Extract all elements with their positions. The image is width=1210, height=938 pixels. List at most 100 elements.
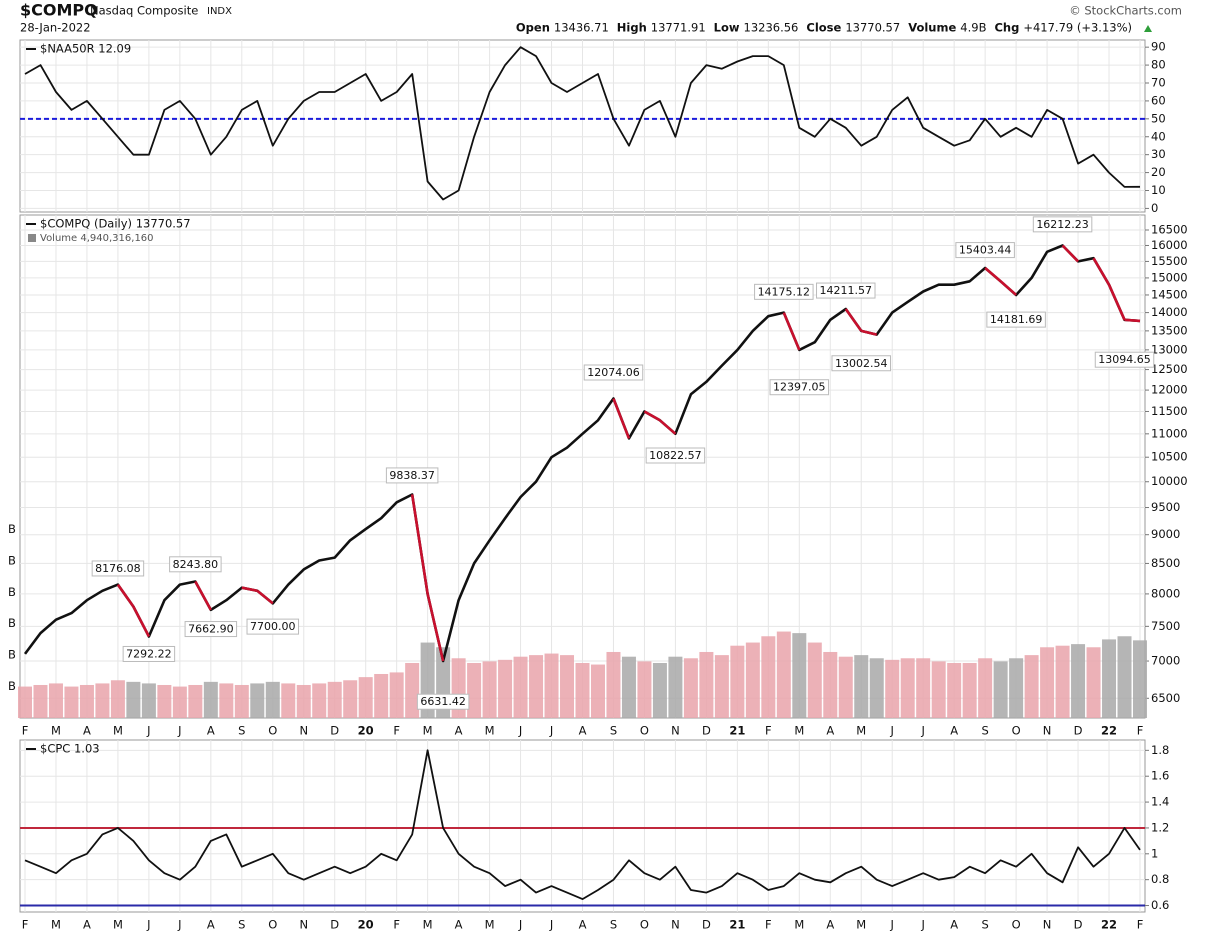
y-tick-label: 10500: [1151, 450, 1188, 464]
volume-bar: [993, 661, 1008, 718]
x-tick-label: A: [826, 918, 834, 932]
volume-tick-label: B: [8, 616, 16, 630]
quote-value: 13236.56: [744, 21, 799, 35]
annotation-box: [816, 282, 876, 299]
down-segment: [844, 308, 863, 332]
annotation-label: 13002.54: [835, 357, 888, 370]
volume-bar: [188, 684, 203, 718]
annotation-box: [754, 283, 814, 300]
x-tick-label: A: [950, 724, 958, 738]
x-tick-label: J: [890, 918, 894, 932]
x-tick-label: A: [83, 918, 91, 932]
x-tick-label: S: [981, 918, 988, 932]
volume-bar: [358, 677, 373, 718]
x-tick-label: J: [549, 918, 553, 932]
annotation-label: 9838.37: [389, 469, 435, 482]
y-tick-label: 50: [1151, 111, 1166, 125]
annotation-label: 12074.06: [587, 366, 640, 379]
volume-bar: [838, 656, 853, 718]
quote: Open 13436.71 High 13771.91 Low 13236.56 Close…: [516, 21, 1132, 35]
x-tick-label: F: [22, 724, 29, 738]
x-tick-label: O: [1012, 724, 1021, 738]
volume-bar: [885, 659, 900, 718]
y-tick-label: 10: [1151, 183, 1166, 197]
volume-bar: [1133, 640, 1147, 718]
y-tick-label: 14000: [1151, 305, 1188, 319]
volume-bar: [606, 651, 621, 718]
x-tick-label: M: [51, 724, 61, 738]
annotation-label: 8176.08: [95, 562, 141, 575]
symbol-name: Nasdaq Composite: [90, 4, 198, 18]
quote-label: Low: [714, 21, 740, 35]
volume-bar: [1102, 639, 1117, 718]
volume-bar: [343, 680, 358, 718]
x-tick-label: A: [207, 918, 215, 932]
volume-bar: [281, 683, 296, 718]
y-tick-label: 1.4: [1151, 795, 1169, 809]
x-tick-label: M: [856, 724, 866, 738]
x-tick-label: M: [794, 724, 804, 738]
y-tick-label: 60: [1151, 93, 1166, 107]
volume-bar: [467, 662, 482, 718]
y-tick-label: 10000: [1151, 474, 1188, 488]
date: 28-Jan-2022: [20, 21, 91, 35]
x-tick-label: A: [207, 724, 215, 738]
volume-tick-label: B: [8, 585, 16, 599]
volume-bar: [745, 642, 760, 718]
y-tick-label: 16500: [1151, 223, 1188, 237]
y-tick-label: 12000: [1151, 383, 1188, 397]
x-tick-label: J: [549, 724, 553, 738]
x-tick-label: A: [579, 918, 587, 932]
x-tick-label: N: [1043, 918, 1052, 932]
volume-bar: [1009, 658, 1024, 718]
x-tick-label: D: [330, 918, 339, 932]
volume-bar: [110, 680, 125, 718]
y-tick-label: 0: [1151, 201, 1158, 215]
quote-value: 13436.71: [554, 21, 609, 35]
volume-bar: [498, 659, 513, 718]
annotation-box: [645, 447, 706, 464]
volume-bar: [389, 672, 404, 718]
volume-bar: [296, 684, 311, 718]
volume-bar: [776, 631, 791, 718]
volume-bar: [621, 656, 636, 718]
annotation-box: [769, 379, 830, 396]
y-tick-label: 90: [1151, 40, 1166, 54]
volume-bar: [1086, 647, 1101, 718]
annotation-label: 13094.65: [1098, 353, 1151, 366]
x-tick-label: 21: [729, 918, 745, 932]
y-tick-label: 16000: [1151, 238, 1188, 252]
x-tick-label: D: [1074, 724, 1083, 738]
x-tick-label: F: [1137, 724, 1144, 738]
volume-bar: [947, 662, 962, 718]
annotation-box: [385, 467, 439, 484]
volume-bar: [141, 683, 156, 718]
down-segment: [1092, 257, 1111, 286]
x-tick-label: D: [702, 724, 711, 738]
annotation-box: [246, 618, 300, 635]
volume-bar: [714, 655, 729, 718]
x-tick-label: F: [765, 918, 772, 932]
y-tick-label: 9500: [1151, 500, 1180, 514]
y-tick-label: 11500: [1151, 404, 1188, 418]
down-segment: [241, 586, 258, 593]
down-segment: [659, 419, 677, 435]
x-tick-label: M: [856, 918, 866, 932]
annotation-box: [986, 311, 1046, 328]
x-tick-label: M: [485, 724, 495, 738]
x-tick-label: J: [518, 918, 522, 932]
volume-bar: [699, 651, 714, 718]
volume-tick-label: B: [8, 553, 16, 567]
volume-bar: [931, 661, 946, 718]
x-tick-label: 22: [1101, 724, 1117, 738]
annotation-label: 14181.69: [990, 313, 1043, 326]
volume-bar: [203, 681, 218, 718]
down-segment: [1107, 284, 1126, 321]
y-tick-label: 1.8: [1151, 743, 1169, 757]
volume-bar: [95, 683, 110, 718]
quote-label: Chg: [994, 21, 1019, 35]
y-tick-label: 13000: [1151, 342, 1188, 356]
x-tick-label: M: [51, 918, 61, 932]
